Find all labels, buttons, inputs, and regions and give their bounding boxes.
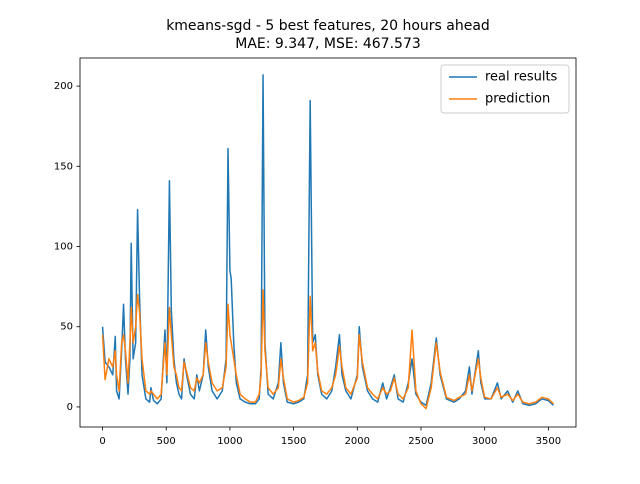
y-tick-label: 0	[67, 402, 73, 413]
chart-subtitle: MAE: 9.347, MSE: 467.573	[235, 36, 421, 52]
x-tick-label: 1500	[281, 436, 306, 447]
y-tick-label: 150	[54, 161, 73, 172]
x-tick-label: 3000	[472, 436, 497, 447]
x-tick-label: 0	[99, 436, 105, 447]
legend-label: real results	[485, 70, 558, 85]
x-tick-label: 2500	[408, 436, 433, 447]
legend-label: prediction	[485, 92, 550, 107]
chart-title: kmeans-sgd - 5 best features, 20 hours a…	[166, 18, 490, 34]
y-tick-label: 200	[54, 81, 73, 92]
data-line	[101, 289, 554, 410]
y-tick-label: 50	[60, 322, 73, 333]
x-tick-label: 500	[157, 436, 176, 447]
x-tick-label: 1000	[217, 436, 242, 447]
x-tick-label: 2000	[345, 436, 370, 447]
x-tick-label: 3500	[536, 436, 561, 447]
y-tick-label: 100	[54, 242, 73, 253]
plot-frame	[79, 57, 577, 428]
